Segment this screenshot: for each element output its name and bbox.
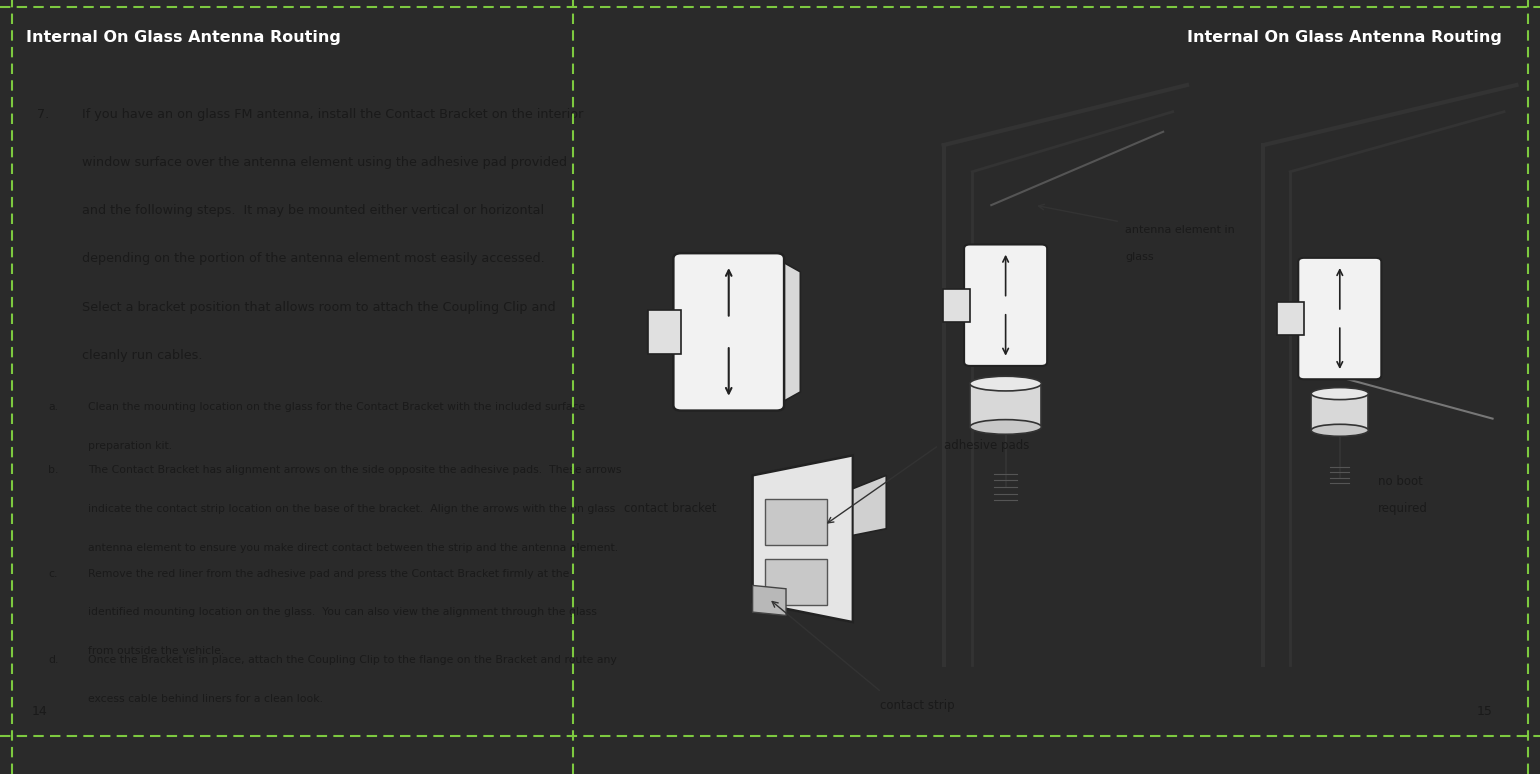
Text: If you have an on glass FM antenna, install the Contact Bracket on the interior: If you have an on glass FM antenna, inst… — [82, 108, 584, 122]
Polygon shape — [753, 585, 785, 615]
FancyBboxPatch shape — [964, 245, 1047, 366]
Text: from outside the vehicle.: from outside the vehicle. — [88, 646, 223, 656]
Text: adhesive pads: adhesive pads — [944, 439, 1029, 452]
Ellipse shape — [1311, 388, 1369, 399]
Text: window surface over the antenna element using the adhesive pad provided: window surface over the antenna element … — [82, 156, 567, 170]
Bar — [765, 559, 827, 605]
Text: 7.: 7. — [37, 108, 49, 122]
Text: contact bracket: contact bracket — [624, 502, 716, 515]
Text: Internal On Glass Antenna Routing: Internal On Glass Antenna Routing — [26, 29, 340, 45]
Polygon shape — [648, 310, 662, 354]
Text: excess cable behind liners for a clean look.: excess cable behind liners for a clean l… — [88, 694, 323, 704]
Text: cleanly run cables.: cleanly run cables. — [82, 348, 203, 361]
Bar — [765, 498, 827, 546]
Text: identified mounting location on the glass.  You can also view the alignment thro: identified mounting location on the glas… — [88, 608, 596, 618]
Text: The Contact Bracket has alignment arrows on the side opposite the adhesive pads.: The Contact Bracket has alignment arrows… — [88, 465, 621, 475]
Text: depending on the portion of the antenna element most easily accessed.: depending on the portion of the antenna … — [82, 252, 545, 265]
Text: antenna element in: antenna element in — [1124, 225, 1235, 235]
Text: d.: d. — [48, 656, 59, 666]
Text: glass: glass — [1124, 252, 1153, 262]
Ellipse shape — [970, 420, 1041, 434]
Text: required: required — [1378, 502, 1428, 515]
Text: Select a bracket position that allows room to attach the Coupling Clip and: Select a bracket position that allows ro… — [82, 300, 556, 313]
Ellipse shape — [1311, 424, 1369, 437]
Ellipse shape — [970, 376, 1041, 391]
Text: preparation kit.: preparation kit. — [88, 440, 172, 450]
Text: a.: a. — [48, 402, 59, 412]
FancyBboxPatch shape — [673, 253, 784, 411]
Text: c.: c. — [48, 569, 59, 579]
Text: 15: 15 — [1477, 704, 1492, 717]
Polygon shape — [776, 259, 801, 406]
Bar — [970, 384, 1041, 427]
Bar — [942, 289, 970, 322]
Text: Clean the mounting location on the glass for the Contact Bracket with the includ: Clean the mounting location on the glass… — [88, 402, 585, 412]
Text: Once the Bracket is in place, attach the Coupling Clip to the flange on the Brac: Once the Bracket is in place, attach the… — [88, 656, 616, 666]
Text: no boot: no boot — [1378, 475, 1423, 488]
Bar — [1277, 302, 1304, 335]
Polygon shape — [753, 455, 853, 622]
Bar — [648, 310, 681, 354]
Text: Remove the red liner from the adhesive pad and press the Contact Bracket firmly : Remove the red liner from the adhesive p… — [88, 569, 570, 579]
Bar — [1311, 394, 1369, 430]
Text: Internal On Glass Antenna Routing: Internal On Glass Antenna Routing — [1187, 29, 1501, 45]
Text: antenna element to ensure you make direct contact between the strip and the ante: antenna element to ensure you make direc… — [88, 543, 618, 553]
Text: indicate the contact strip location on the base of the bracket.  Align the arrow: indicate the contact strip location on t… — [88, 504, 614, 514]
Text: contact strip: contact strip — [879, 699, 955, 712]
FancyBboxPatch shape — [1298, 258, 1381, 379]
Text: b.: b. — [48, 465, 59, 475]
Text: and the following steps.  It may be mounted either vertical or horizontal: and the following steps. It may be mount… — [82, 204, 544, 217]
Text: 14: 14 — [32, 704, 48, 717]
Polygon shape — [853, 475, 887, 536]
